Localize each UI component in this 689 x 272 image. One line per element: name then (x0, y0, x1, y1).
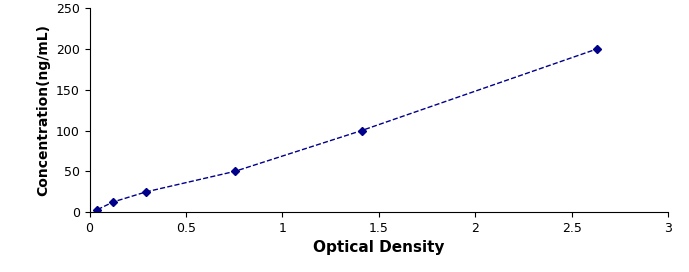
X-axis label: Optical Density: Optical Density (313, 240, 444, 255)
Y-axis label: Concentration(ng/mL): Concentration(ng/mL) (37, 24, 50, 196)
